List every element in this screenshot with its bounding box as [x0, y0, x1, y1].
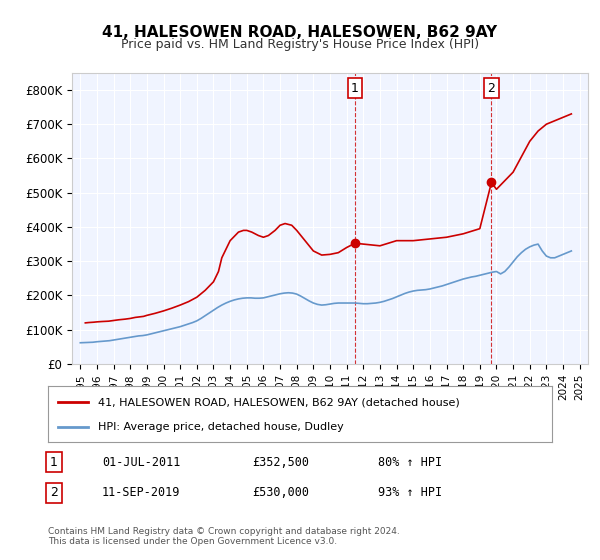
- Text: HPI: Average price, detached house, Dudley: HPI: Average price, detached house, Dudl…: [98, 422, 344, 432]
- Text: 2: 2: [50, 486, 58, 500]
- Text: 1: 1: [50, 455, 58, 469]
- Text: 80% ↑ HPI: 80% ↑ HPI: [378, 455, 442, 469]
- Text: Price paid vs. HM Land Registry's House Price Index (HPI): Price paid vs. HM Land Registry's House …: [121, 38, 479, 51]
- Text: 41, HALESOWEN ROAD, HALESOWEN, B62 9AY: 41, HALESOWEN ROAD, HALESOWEN, B62 9AY: [103, 25, 497, 40]
- Text: £530,000: £530,000: [252, 486, 309, 500]
- Text: Contains HM Land Registry data © Crown copyright and database right 2024.
This d: Contains HM Land Registry data © Crown c…: [48, 526, 400, 546]
- Text: 2: 2: [488, 82, 496, 95]
- Text: 1: 1: [351, 82, 359, 95]
- Text: 11-SEP-2019: 11-SEP-2019: [102, 486, 181, 500]
- Text: 01-JUL-2011: 01-JUL-2011: [102, 455, 181, 469]
- Text: £352,500: £352,500: [252, 455, 309, 469]
- Text: 93% ↑ HPI: 93% ↑ HPI: [378, 486, 442, 500]
- Text: 41, HALESOWEN ROAD, HALESOWEN, B62 9AY (detached house): 41, HALESOWEN ROAD, HALESOWEN, B62 9AY (…: [98, 397, 460, 407]
